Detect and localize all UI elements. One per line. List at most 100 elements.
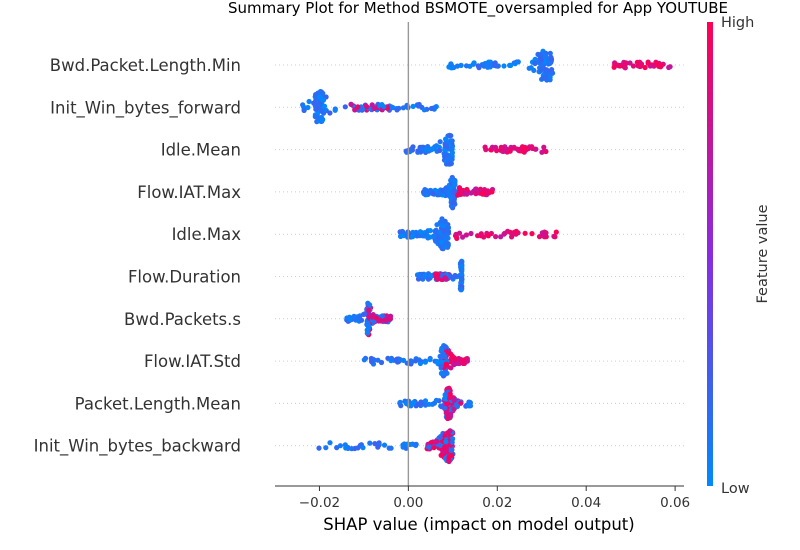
data-point [493, 234, 499, 240]
data-point [418, 399, 424, 405]
data-point [463, 232, 469, 238]
data-point [316, 445, 322, 451]
data-point [444, 401, 450, 407]
data-point [517, 146, 523, 152]
feature-label: Flow.IAT.Max [137, 183, 241, 202]
data-point [357, 314, 363, 320]
data-point [422, 273, 428, 279]
data-point [539, 149, 545, 155]
data-point [458, 62, 464, 68]
data-point [372, 441, 378, 447]
feature-points [300, 89, 439, 125]
data-point [486, 62, 492, 68]
data-point [427, 357, 433, 363]
data-point [381, 442, 388, 448]
data-point [447, 132, 453, 138]
data-point [458, 189, 464, 195]
feature-label: Init_Win_bytes_forward [50, 98, 241, 118]
data-point [532, 60, 538, 67]
data-point [666, 64, 672, 71]
data-point [416, 357, 422, 363]
data-point [463, 191, 469, 197]
data-point [471, 60, 477, 66]
data-point [399, 228, 405, 235]
data-point [410, 234, 416, 240]
data-point [449, 439, 455, 445]
feature-label: Packet.Length.Mean [75, 394, 241, 413]
data-point [320, 97, 327, 103]
data-point [388, 355, 395, 361]
data-point [437, 139, 443, 145]
data-point [423, 147, 429, 153]
data-point [467, 402, 473, 409]
data-point [448, 61, 454, 67]
data-point [453, 231, 459, 237]
data-point [305, 104, 311, 111]
data-point [432, 228, 438, 234]
data-point [397, 399, 403, 405]
data-point [375, 357, 381, 363]
data-point [637, 63, 644, 69]
colorbar-high-label: High [721, 15, 754, 31]
data-point [422, 359, 428, 365]
colorbar [707, 22, 713, 486]
data-point [306, 98, 312, 105]
feature-row: Init_Win_bytes_backward [34, 428, 684, 465]
feature-row: Flow.IAT.Max [137, 174, 684, 211]
data-point [442, 444, 448, 450]
data-point [522, 230, 528, 236]
data-point [542, 53, 548, 59]
data-point [446, 161, 452, 167]
data-point [501, 63, 507, 69]
data-point [645, 60, 651, 66]
data-point [460, 234, 466, 240]
data-point [355, 104, 361, 110]
data-point [416, 273, 422, 279]
data-point [442, 275, 448, 281]
data-point [400, 105, 406, 111]
feature-points [344, 300, 394, 338]
feature-points [446, 48, 673, 83]
x-tick-label: 0.04 [571, 495, 601, 511]
x-tick-label: 0.02 [482, 495, 512, 511]
data-point [332, 107, 338, 113]
data-point [438, 452, 444, 458]
data-point [451, 406, 457, 412]
feature-label: Idle.Mean [161, 141, 241, 160]
data-point [447, 428, 453, 434]
feature-points [420, 174, 496, 211]
data-point [345, 445, 351, 451]
data-point [379, 313, 385, 319]
data-point [508, 62, 514, 68]
data-point [494, 148, 500, 154]
data-point [485, 233, 491, 239]
data-point [434, 276, 440, 282]
feature-row: Bwd.Packets.s [124, 300, 684, 338]
data-point [444, 232, 450, 238]
data-point [421, 233, 427, 239]
data-point [433, 439, 439, 445]
feature-rows: Bwd.Packet.Length.Min Init_Win_bytes_forw… [34, 48, 684, 465]
data-point [433, 397, 439, 403]
data-point [622, 65, 628, 71]
data-point [541, 233, 547, 239]
data-point [438, 239, 445, 245]
data-point [450, 189, 457, 195]
data-point [536, 234, 543, 240]
data-point [459, 263, 465, 270]
data-point [318, 89, 324, 95]
data-point [509, 234, 515, 240]
feature-points [361, 343, 470, 379]
data-point [443, 361, 449, 367]
data-point [444, 409, 450, 415]
data-point [319, 108, 325, 114]
data-point [422, 398, 429, 404]
data-point [369, 102, 375, 108]
data-point [431, 233, 437, 239]
data-point [611, 64, 617, 70]
data-point [400, 442, 406, 448]
data-point [445, 415, 451, 421]
feature-points [414, 258, 465, 293]
data-point [473, 191, 479, 197]
data-point [436, 229, 442, 235]
